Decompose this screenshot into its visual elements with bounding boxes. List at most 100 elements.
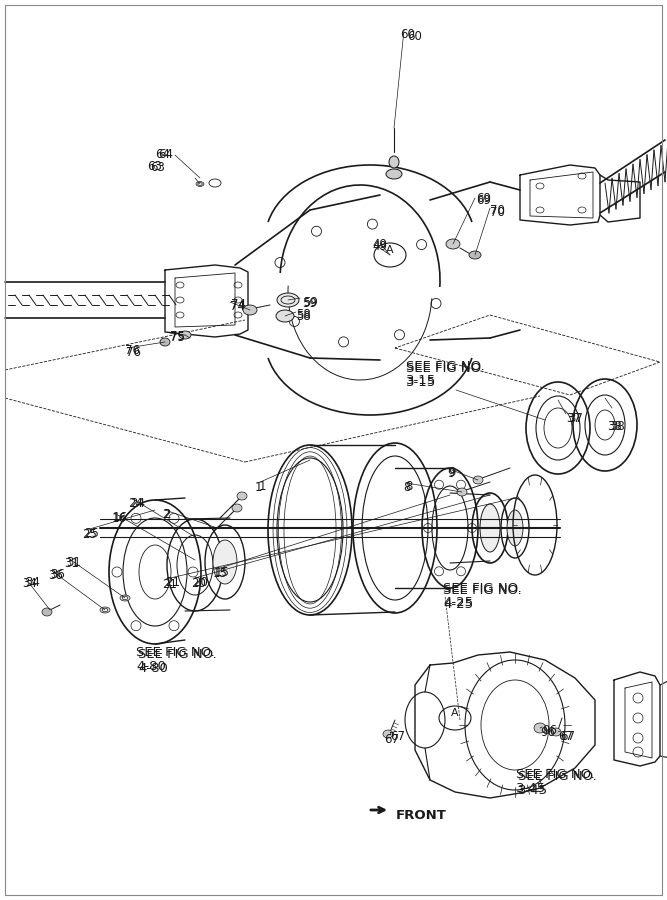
Ellipse shape — [383, 730, 393, 738]
Text: 20: 20 — [191, 577, 206, 590]
Text: 24: 24 — [128, 497, 143, 510]
Text: 4-25: 4-25 — [443, 598, 473, 611]
Ellipse shape — [469, 251, 481, 259]
Text: SEE FIG NO.: SEE FIG NO. — [443, 582, 522, 595]
Text: 24: 24 — [130, 497, 145, 510]
Text: 21: 21 — [165, 576, 180, 589]
Text: SEE FIG NO.: SEE FIG NO. — [406, 360, 485, 373]
Text: 8: 8 — [405, 480, 412, 493]
Text: 38: 38 — [607, 420, 622, 433]
Text: 3-15: 3-15 — [406, 376, 436, 389]
Text: 15: 15 — [215, 566, 230, 579]
Text: 64: 64 — [155, 148, 170, 161]
Text: SEE FIG NO.: SEE FIG NO. — [518, 770, 597, 783]
Text: 58: 58 — [296, 308, 311, 321]
Text: 2: 2 — [163, 508, 171, 521]
Text: 49: 49 — [372, 240, 387, 253]
Text: A: A — [386, 245, 394, 255]
Text: 63: 63 — [150, 161, 165, 174]
Text: 37: 37 — [566, 412, 581, 425]
Ellipse shape — [179, 331, 191, 339]
Ellipse shape — [160, 338, 170, 346]
Text: 38: 38 — [610, 420, 625, 433]
Ellipse shape — [534, 723, 546, 733]
Ellipse shape — [457, 488, 467, 496]
Text: 36: 36 — [50, 568, 65, 581]
Ellipse shape — [100, 607, 110, 613]
Ellipse shape — [276, 310, 294, 322]
Text: SEE FIG NO.: SEE FIG NO. — [136, 646, 215, 659]
Ellipse shape — [446, 239, 460, 249]
Text: 3-45: 3-45 — [516, 782, 546, 795]
Ellipse shape — [122, 596, 128, 599]
Text: 70: 70 — [490, 204, 505, 217]
Text: A: A — [451, 708, 459, 718]
Text: 3-45: 3-45 — [518, 784, 548, 797]
Text: 16: 16 — [112, 512, 127, 525]
Text: 69: 69 — [476, 194, 491, 207]
Text: 49: 49 — [372, 238, 387, 251]
Text: 21: 21 — [162, 578, 177, 591]
Ellipse shape — [480, 504, 500, 552]
Text: 4-25: 4-25 — [443, 596, 473, 609]
Ellipse shape — [389, 156, 399, 168]
Text: 59: 59 — [303, 296, 318, 309]
Text: 58: 58 — [296, 310, 311, 323]
Text: 76: 76 — [125, 344, 140, 357]
Ellipse shape — [386, 169, 402, 179]
Text: 16: 16 — [113, 511, 128, 524]
Text: 59: 59 — [302, 297, 317, 310]
Text: SEE FIG NO.: SEE FIG NO. — [138, 648, 217, 661]
Text: 60: 60 — [400, 28, 415, 41]
Ellipse shape — [196, 182, 204, 186]
Text: 1: 1 — [259, 480, 267, 493]
Text: 67: 67 — [558, 730, 573, 743]
Text: 75: 75 — [170, 331, 185, 344]
Text: 67: 67 — [390, 730, 405, 743]
Ellipse shape — [243, 305, 257, 315]
Text: 20: 20 — [193, 576, 208, 589]
Text: SEE FIG NO.: SEE FIG NO. — [516, 768, 595, 781]
Text: 25: 25 — [84, 527, 99, 540]
Text: 69: 69 — [476, 192, 491, 205]
Text: 96: 96 — [540, 726, 555, 739]
Ellipse shape — [102, 608, 108, 612]
Text: 4-80: 4-80 — [136, 660, 166, 673]
Text: 3-15: 3-15 — [406, 374, 436, 387]
Ellipse shape — [213, 540, 237, 584]
Ellipse shape — [120, 595, 130, 601]
Text: 15: 15 — [213, 567, 228, 580]
Ellipse shape — [232, 504, 242, 512]
Text: 74: 74 — [230, 300, 245, 313]
Text: 9: 9 — [448, 466, 456, 479]
Ellipse shape — [42, 608, 52, 616]
Text: SEE FIG NO.: SEE FIG NO. — [406, 362, 485, 375]
Text: 74: 74 — [231, 298, 246, 311]
Text: 34: 34 — [22, 577, 37, 590]
Text: 2: 2 — [162, 508, 169, 521]
Text: 67: 67 — [384, 733, 399, 746]
Text: 34: 34 — [25, 576, 40, 589]
Ellipse shape — [277, 293, 299, 307]
Text: 37: 37 — [568, 412, 583, 425]
Text: SEE FIG NO.: SEE FIG NO. — [443, 584, 522, 597]
Text: 8: 8 — [403, 481, 410, 494]
Text: 76: 76 — [126, 346, 141, 359]
Text: 36: 36 — [48, 569, 63, 582]
Ellipse shape — [507, 510, 523, 546]
Text: 9: 9 — [447, 467, 454, 480]
Text: 75: 75 — [170, 330, 185, 343]
Text: 1: 1 — [255, 481, 263, 494]
Text: 60: 60 — [407, 30, 422, 43]
Text: 25: 25 — [82, 528, 97, 541]
Ellipse shape — [237, 492, 247, 500]
Text: 96: 96 — [542, 724, 557, 737]
Text: 31: 31 — [64, 557, 79, 570]
Ellipse shape — [551, 728, 561, 736]
Text: 4-80: 4-80 — [138, 662, 168, 675]
Text: 70: 70 — [490, 206, 505, 219]
Ellipse shape — [198, 183, 202, 185]
Ellipse shape — [473, 476, 483, 484]
Text: 64: 64 — [158, 148, 173, 161]
Text: 67: 67 — [560, 730, 575, 743]
